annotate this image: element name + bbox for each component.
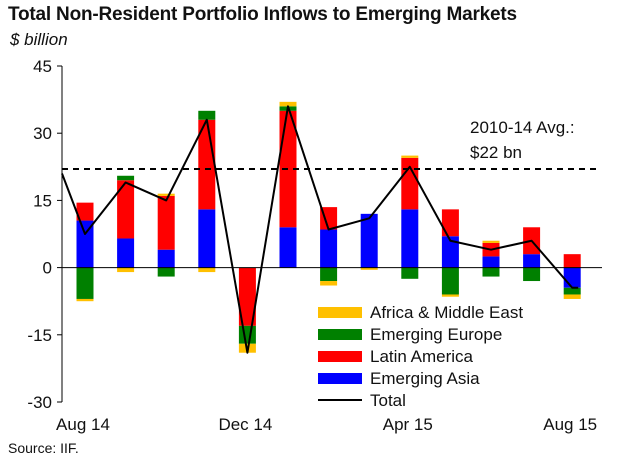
bar-emerging-asia-7 [360,213,378,268]
bar-emerging-asia-1 [117,238,135,268]
legend-swatch-latin-america [318,351,362,362]
legend-label-emerging-asia: Emerging Asia [370,369,480,388]
legend-label-latin-america: Latin America [370,347,474,366]
legend-label-emerging-europe: Emerging Europe [370,325,502,344]
bar-latin-america-6 [320,207,338,230]
bar-emerging-europe-8 [401,267,419,279]
legend-swatch-emerging-asia [318,373,362,384]
legend-swatch-emerging-europe [318,329,362,340]
bar-africa-middle-east-9 [441,294,459,297]
bar-africa-middle-east-10 [482,240,500,243]
y-tick-label: 45 [33,57,52,76]
bar-emerging-asia-3 [198,209,216,268]
bar-latin-america-0 [76,202,94,221]
bar-latin-america-4 [238,267,256,326]
axes-group: -30 -15 0 15 30 45 Aug 14 Dec 14 Apr 15 Aug 15 [27,57,602,434]
bar-emerging-europe-11 [523,267,541,282]
bar-africa-middle-east-1 [117,267,135,273]
bar-emerging-asia-11 [523,254,541,268]
bar-africa-middle-east-7 [360,267,378,270]
bar-latin-america-1 [117,180,135,239]
bar-emerging-asia-2 [157,249,175,268]
bar-emerging-asia-0 [76,220,94,268]
bar-emerging-asia-6 [320,229,338,268]
y-tick-label: 30 [33,124,52,143]
total-line-group [61,105,579,354]
bar-emerging-europe-6 [320,267,338,282]
bar-emerging-europe-0 [76,267,94,299]
source-note: Source: IIF. [8,440,79,456]
bar-emerging-europe-4 [238,325,256,344]
bar-latin-america-12 [563,254,581,268]
bar-emerging-asia-9 [441,236,459,268]
x-tick-label: Dec 14 [218,415,272,434]
total-line [61,105,579,354]
y-tick-label: 15 [33,191,52,210]
bar-africa-middle-east-8 [401,155,419,158]
bar-emerging-europe-3 [198,110,216,120]
average-label-line1: 2010-14 Avg.: [470,118,575,137]
x-tick-label: Aug 15 [543,415,597,434]
bar-emerging-europe-10 [482,267,500,277]
legend-label-total: Total [370,391,406,410]
bar-emerging-asia-10 [482,256,500,268]
y-tick-label: -15 [27,326,52,345]
bar-latin-america-2 [157,195,175,250]
bar-latin-america-8 [401,157,419,210]
average-label-line2: $22 bn [470,143,522,162]
bar-emerging-asia-8 [401,209,419,268]
y-tick-label: -30 [27,393,52,412]
bar-africa-middle-east-6 [320,281,338,286]
x-tick-label: Aug 14 [56,415,110,434]
bars-group [76,101,581,353]
bar-africa-middle-east-3 [198,267,216,273]
average-group: 2010-14 Avg.: $22 bn [62,118,600,171]
bar-emerging-europe-9 [441,267,459,295]
bar-africa-middle-east-5 [279,101,297,107]
y-tick-label: 0 [43,259,52,278]
bar-latin-america-9 [441,209,459,237]
bar-emerging-europe-2 [157,267,175,277]
bar-africa-middle-east-12 [563,294,581,299]
bar-emerging-europe-1 [117,175,135,181]
legend-label-africa-middle-east: Africa & Middle East [370,303,523,322]
bar-emerging-europe-12 [563,287,581,295]
x-tick-label: Apr 15 [383,415,433,434]
legend-swatch-africa-middle-east [318,307,362,318]
bar-africa-middle-east-2 [157,193,175,196]
chart-title: Total Non-Resident Portfolio Inflows to … [8,4,517,25]
bar-emerging-asia-12 [563,267,581,288]
y-axis-label: $ billion [10,30,68,49]
bar-emerging-asia-5 [279,227,297,268]
bar-africa-middle-east-0 [76,298,94,302]
legend: Africa & Middle East Emerging Europe Latin… [318,303,523,410]
